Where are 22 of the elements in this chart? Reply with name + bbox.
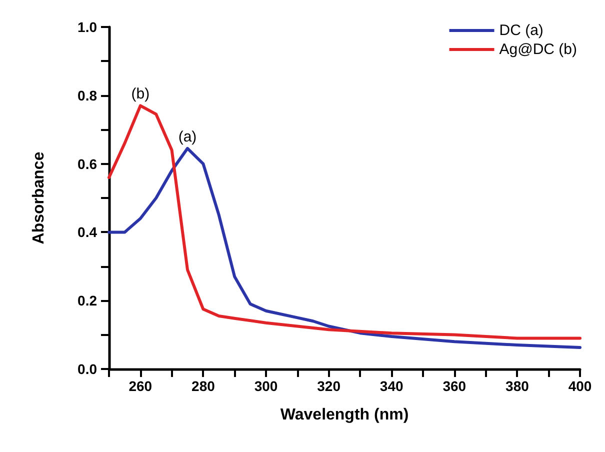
x-tick-label: 320 xyxy=(317,378,341,394)
y-tick-label: 0.2 xyxy=(78,292,98,309)
legend-label: Ag@DC (b) xyxy=(499,41,578,58)
x-tick-label: 280 xyxy=(192,378,216,394)
y-tick-label: 0.8 xyxy=(78,87,98,104)
annotation: (b) xyxy=(131,86,150,103)
legend-label: DC (a) xyxy=(499,22,544,39)
x-tick-label: 400 xyxy=(568,378,592,394)
x-tick-label: 260 xyxy=(128,378,152,394)
y-axis-title: Absorbance xyxy=(30,152,48,244)
text: 0.0 xyxy=(78,361,97,377)
annotation: (a) xyxy=(178,128,197,146)
x-axis-title: Wavelength (nm) xyxy=(280,406,409,424)
line-series xyxy=(108,146,582,349)
text: 1.0 xyxy=(78,19,97,35)
y-tick-label: 0.4 xyxy=(78,224,98,240)
x-tick-label: 300 xyxy=(254,378,278,394)
x-tick-label: 340 xyxy=(380,378,404,394)
x-tick-label: 380 xyxy=(506,378,530,394)
x-tick-label: 360 xyxy=(442,378,466,394)
y-tick-label: 0.6 xyxy=(78,156,98,172)
line-series xyxy=(108,104,582,340)
